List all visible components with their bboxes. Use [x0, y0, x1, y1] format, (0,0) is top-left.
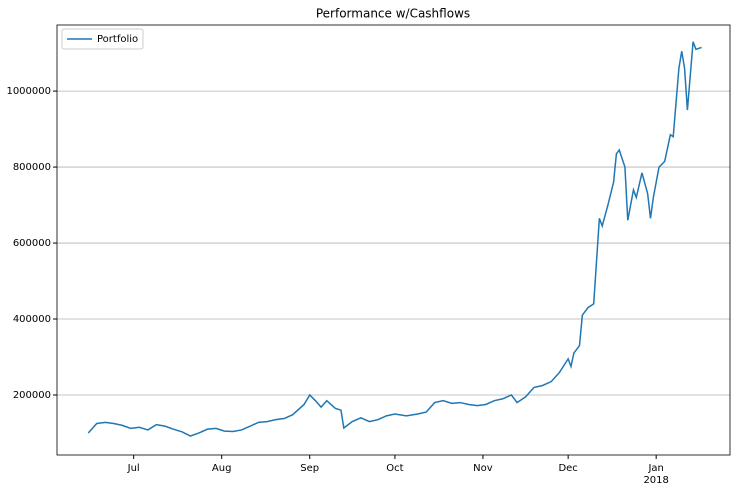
x-tick-label: Oct: [386, 463, 403, 474]
y-tick-label: 200000: [13, 390, 51, 401]
x-tick-label: Jan 2018: [643, 463, 668, 486]
x-tick-label: Dec: [558, 463, 577, 474]
chart-title: Performance w/Cashflows: [316, 7, 470, 21]
legend: Portfolio: [61, 28, 144, 50]
x-tick-label: Jul: [127, 463, 140, 474]
y-tick-label: 600000: [13, 238, 51, 249]
legend-box: [61, 28, 144, 50]
y-tick-label: 1000000: [6, 86, 51, 97]
x-tick-label: Aug: [212, 463, 232, 474]
y-tick-label: 800000: [13, 162, 51, 173]
y-tick-label: 400000: [13, 314, 51, 325]
legend-label: Portfolio: [97, 34, 138, 45]
series-line: [87, 41, 702, 437]
x-tick-label: Nov: [473, 463, 493, 474]
x-tick-label: Sep: [300, 463, 319, 474]
plot-frame: [56, 24, 731, 456]
